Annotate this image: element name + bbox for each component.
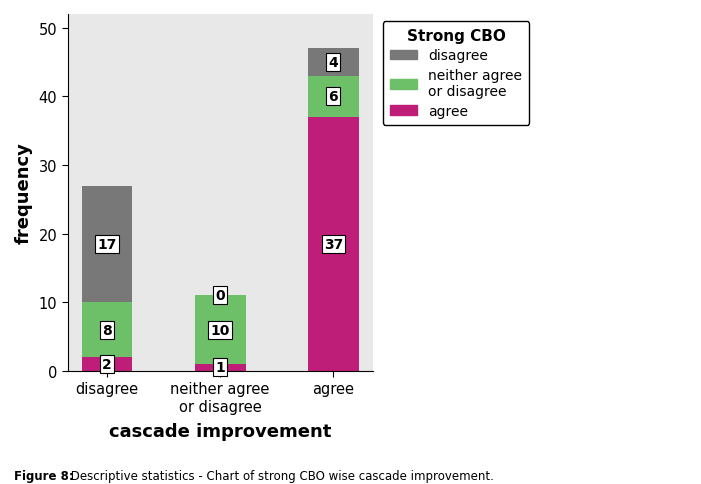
- Bar: [81, 357, 132, 371]
- Bar: [81, 186, 132, 302]
- Bar: [308, 118, 359, 371]
- Text: 6: 6: [329, 90, 338, 104]
- Text: 10: 10: [210, 323, 230, 337]
- Text: 37: 37: [324, 237, 343, 251]
- Y-axis label: frequency: frequency: [15, 142, 33, 244]
- Text: 0: 0: [215, 288, 225, 302]
- Text: Descriptive statistics - Chart of strong CBO wise cascade improvement.: Descriptive statistics - Chart of strong…: [67, 469, 494, 482]
- Text: 17: 17: [97, 237, 117, 251]
- Text: Figure 8:: Figure 8:: [14, 469, 74, 482]
- X-axis label: cascade improvement: cascade improvement: [109, 422, 332, 440]
- Text: 1: 1: [215, 361, 225, 375]
- Bar: [308, 76, 359, 118]
- Bar: [195, 364, 245, 371]
- Bar: [308, 49, 359, 76]
- Bar: [81, 302, 132, 357]
- Text: 8: 8: [102, 323, 112, 337]
- Text: 2: 2: [102, 357, 112, 371]
- Legend: disagree, neither agree
or disagree, agree: disagree, neither agree or disagree, agr…: [383, 22, 529, 125]
- Bar: [195, 296, 245, 364]
- Text: 4: 4: [329, 56, 338, 70]
